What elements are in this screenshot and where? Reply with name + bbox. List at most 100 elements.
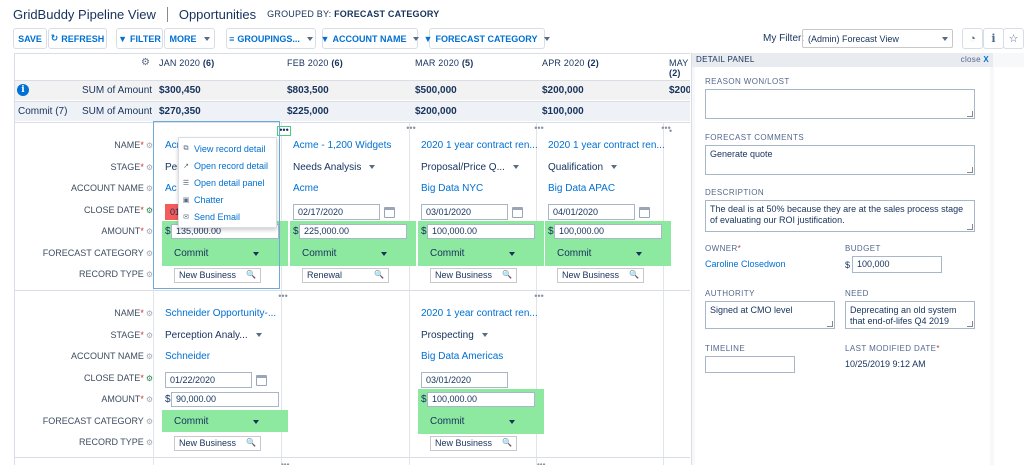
close-date-input[interactable]: 02/17/2020 xyxy=(293,204,380,220)
amount-input[interactable]: 100,000.00 xyxy=(427,392,535,407)
more-actions-icon[interactable]: ••• xyxy=(406,123,416,133)
description-textarea[interactable]: The deal is at 50% because they are at t… xyxy=(705,200,975,232)
gear-icon[interactable]: ⚙ xyxy=(141,57,150,68)
chevron-down-icon[interactable] xyxy=(509,252,515,256)
stage-select[interactable]: Proposal/Price Q... xyxy=(421,162,519,173)
stage-select[interactable]: Needs Analysis xyxy=(293,162,376,173)
filter-button[interactable]: ▼ FILTER xyxy=(116,28,163,49)
my-filter-select[interactable]: (Admin) Forecast View xyxy=(802,29,953,48)
calendar-icon[interactable] xyxy=(639,207,650,218)
chevron-down-icon[interactable] xyxy=(253,420,259,424)
stage-select[interactable]: Qualification xyxy=(548,162,618,173)
menu-item-open-detail-panel[interactable]: ☰ Open detail panel xyxy=(182,178,265,188)
opportunity-name-link[interactable]: Schneider Opportunity-... xyxy=(165,308,277,319)
timeline-input[interactable] xyxy=(705,356,795,373)
gear-icon[interactable]: ⚙ xyxy=(145,438,153,447)
chevron-down-icon[interactable] xyxy=(253,252,259,256)
info-icon[interactable]: i xyxy=(17,84,29,96)
account-link[interactable]: Big Data APAC xyxy=(548,183,616,194)
record-type-input[interactable]: New Business 🔍 xyxy=(174,268,261,283)
record-type-input[interactable]: New Business 🔍 xyxy=(557,268,644,283)
menu-item-send-email[interactable]: ✉ Send Email xyxy=(182,212,240,222)
opportunity-card[interactable]: ••• 2020 1 year contract ren... Prospect… xyxy=(418,290,547,458)
opportunity-name-link[interactable]: 2020 1 year contract ren... xyxy=(421,140,538,151)
need-textarea[interactable]: Deprecating an old system that end-of-li… xyxy=(845,301,975,329)
account-link[interactable]: Big Data NYC xyxy=(421,183,484,194)
gear-icon[interactable]: ⚙ xyxy=(145,309,153,318)
record-type-input[interactable]: New Business 🔍 xyxy=(430,436,517,451)
more-actions-icon[interactable]: ••• xyxy=(534,291,544,301)
opportunity-name-link[interactable]: 2020 1 year contract ren... xyxy=(421,308,538,319)
reason-textarea[interactable] xyxy=(705,89,975,119)
gear-icon[interactable]: ⚙ xyxy=(145,184,153,193)
forecast-category-filter-button[interactable]: ▼ FORECAST CATEGORY xyxy=(424,28,551,49)
groupings-button[interactable]: ≡ GROUPINGS... xyxy=(226,28,316,49)
chevron-down-icon[interactable] xyxy=(509,420,515,424)
more-actions-icon[interactable]: ••• xyxy=(537,460,546,465)
gear-icon[interactable]: ⚙ xyxy=(145,395,153,404)
refresh-button[interactable]: ↻ REFRESH xyxy=(48,28,107,49)
gear-icon[interactable]: ⚙ xyxy=(145,249,153,258)
opportunity-card[interactable]: ••• 2020 1 year contract ren... Proposal… xyxy=(418,122,547,290)
account-name-filter-button[interactable]: ▼ ACCOUNT NAME xyxy=(321,28,420,49)
menu-item-open-record-detail[interactable]: ↗ Open record detail xyxy=(182,161,268,171)
chevron-down-icon[interactable] xyxy=(636,252,642,256)
forecast-comments-textarea[interactable]: Generate quote xyxy=(705,145,975,175)
more-actions-icon[interactable]: • xyxy=(669,126,673,136)
account-link[interactable]: Big Data Americas xyxy=(421,351,504,362)
stage-value[interactable]: Per xyxy=(165,162,181,173)
opportunity-card[interactable]: ••• 2020 1 year contract ren... Qualific… xyxy=(545,122,674,290)
close-date-input[interactable]: 03/01/2020 xyxy=(421,204,508,220)
info-icon[interactable]: i xyxy=(983,28,1004,49)
amount-input[interactable]: 225,000.00 xyxy=(299,224,407,239)
search-icon[interactable]: 🔍 xyxy=(502,270,512,279)
opportunity-name-link[interactable]: Acme - 1,200 Widgets xyxy=(293,140,392,151)
account-link[interactable]: Acme xyxy=(293,183,319,194)
opportunity-name-link[interactable]: 2020 1 year contract ren... xyxy=(548,140,665,151)
amount-input[interactable]: 100,000.00 xyxy=(427,224,535,239)
close-date-input[interactable]: 04/01/2020 xyxy=(548,204,635,220)
close-date-input[interactable]: 03/01/2020 xyxy=(421,372,508,388)
record-type-input[interactable]: Renewal 🔍 xyxy=(302,268,389,283)
opportunity-card[interactable]: ••• Schneider Opportunity-... Perception… xyxy=(162,290,291,458)
gear-icon[interactable]: ⚙ xyxy=(145,163,153,172)
gear-icon[interactable]: ⚙ xyxy=(145,417,153,426)
close-button[interactable]: close X xyxy=(961,55,989,64)
more-actions-icon[interactable]: ••• xyxy=(281,460,290,465)
search-icon[interactable]: 🔍 xyxy=(246,270,256,279)
owner-link[interactable]: Caroline Closedwon xyxy=(705,259,786,269)
search-icon[interactable]: 🔍 xyxy=(374,270,384,279)
calendar-icon[interactable] xyxy=(512,207,523,218)
stage-select[interactable]: Perception Analy... xyxy=(165,330,262,341)
opportunity-card[interactable]: ••• Acme - 1,200 Widgets Needs Analysis … xyxy=(290,122,419,290)
account-link[interactable]: Ac xyxy=(165,183,177,194)
forecast-category-value[interactable]: Commit xyxy=(430,248,465,259)
forecast-category-value[interactable]: Commit xyxy=(302,248,337,259)
gear-icon[interactable]: ⚙ xyxy=(145,206,153,215)
more-actions-icon[interactable]: ••• xyxy=(277,126,291,136)
more-actions-icon[interactable]: ••• xyxy=(534,123,544,133)
more-button[interactable]: MORE xyxy=(164,28,215,49)
forecast-category-value[interactable]: Commit xyxy=(174,416,209,427)
authority-textarea[interactable]: Signed at CMO level xyxy=(705,301,835,329)
chart-icon[interactable]: ◔ xyxy=(962,28,983,49)
gear-icon[interactable]: ⚙ xyxy=(145,227,153,236)
amount-input[interactable]: 90,000.00 xyxy=(171,392,279,407)
more-actions-icon[interactable]: ••• xyxy=(661,123,671,133)
gear-icon[interactable]: ⚙ xyxy=(145,352,153,361)
gear-icon[interactable]: ⚙ xyxy=(145,374,153,383)
budget-input[interactable]: 100,000 xyxy=(852,256,942,273)
account-link[interactable]: Schneider xyxy=(165,351,211,362)
gear-icon[interactable]: ⚙ xyxy=(145,270,153,279)
forecast-category-value[interactable]: Commit xyxy=(557,248,592,259)
gear-icon[interactable]: ⚙ xyxy=(145,141,153,150)
record-type-input[interactable]: New Business 🔍 xyxy=(174,436,261,451)
more-actions-icon[interactable]: ••• xyxy=(278,291,288,301)
forecast-category-value[interactable]: Commit xyxy=(174,248,209,259)
menu-item-view-record-detail[interactable]: ⧉ View record detail xyxy=(182,144,266,154)
opportunity-name-link[interactable]: Acm xyxy=(165,140,185,151)
star-icon[interactable]: ☆ xyxy=(1003,28,1024,49)
record-type-input[interactable]: New Business 🔍 xyxy=(430,268,517,283)
search-icon[interactable]: 🔍 xyxy=(502,438,512,447)
amount-input[interactable]: 100,000.00 xyxy=(554,224,662,239)
